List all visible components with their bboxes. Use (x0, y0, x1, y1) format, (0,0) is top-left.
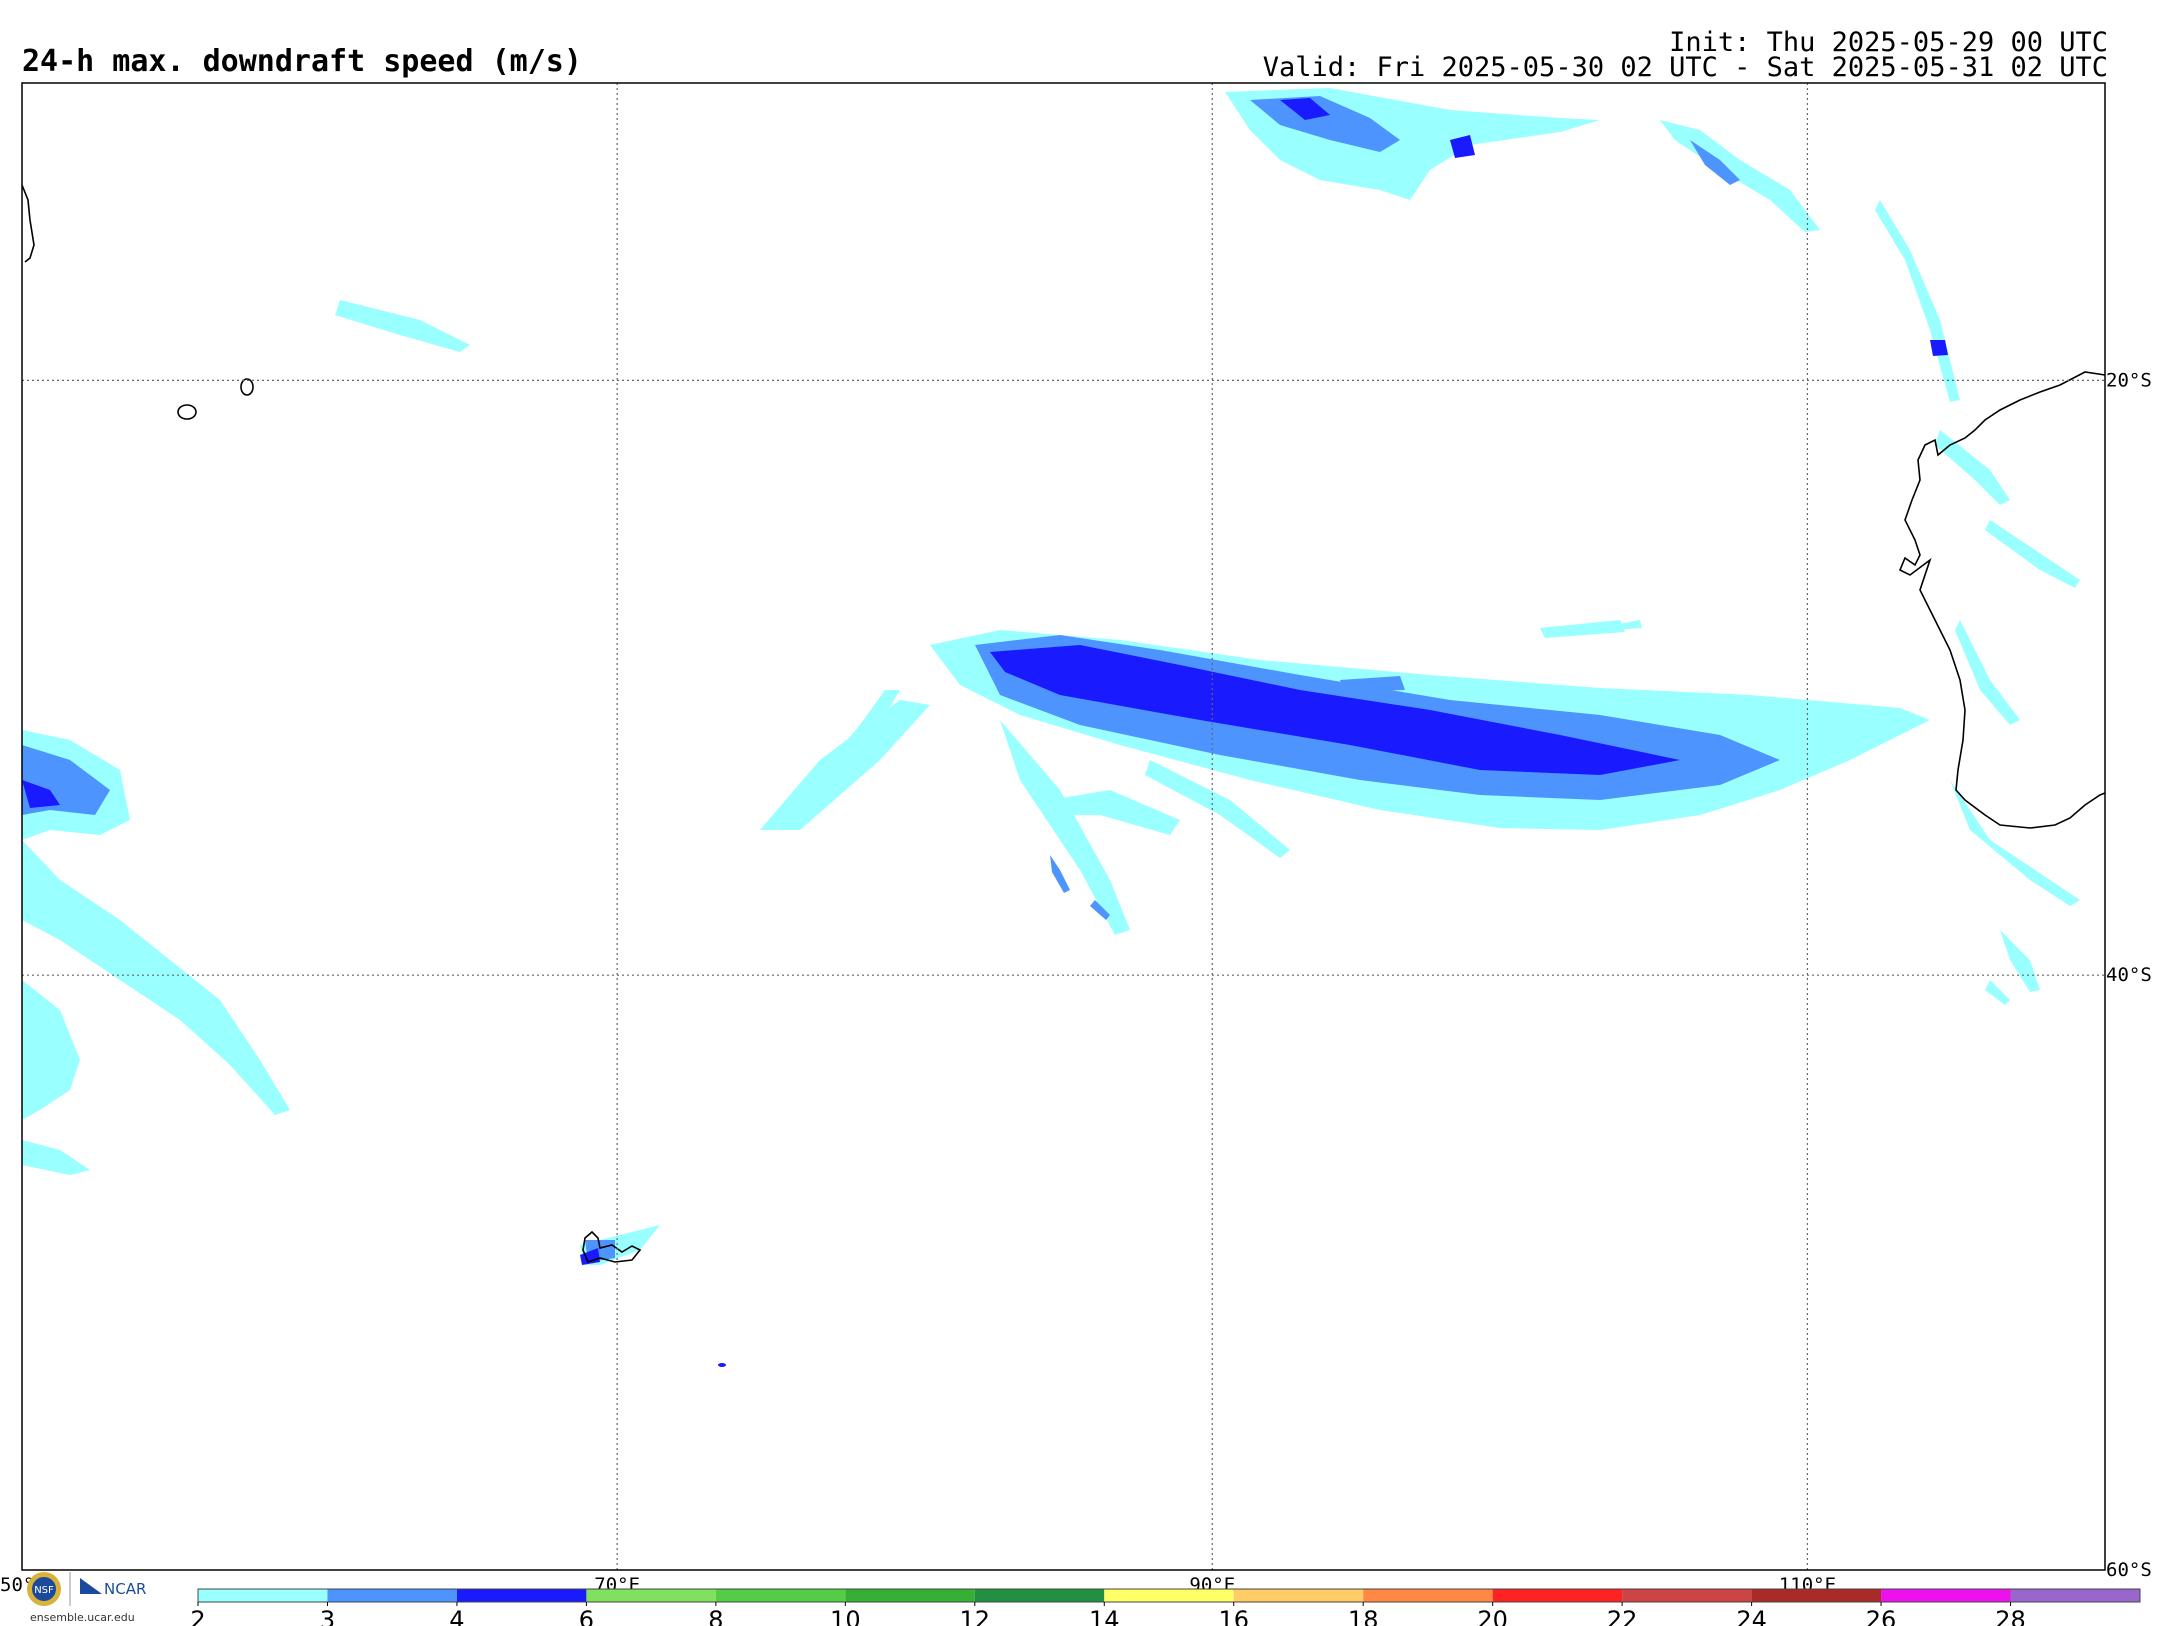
colorbar-tick-label: 8 (708, 1606, 723, 1626)
graticule (22, 83, 2105, 1570)
colorbar-swatch (327, 1589, 457, 1602)
downdraft-streaks-west (22, 300, 470, 1175)
colorbar-tick-label: 6 (579, 1606, 594, 1626)
downdraft-streaks-southwest (760, 690, 1290, 935)
colorbar-swatch (715, 1589, 846, 1602)
colorbar-tick-label: 26 (1866, 1606, 1897, 1626)
colorbar-tick-label: 10 (830, 1606, 861, 1626)
svg-text:NSF: NSF (34, 1585, 54, 1596)
latitude-label: 20°S (2106, 369, 2152, 391)
colorbar-swatch (1233, 1589, 1364, 1602)
colorbar-tick-label: 2 (190, 1606, 205, 1626)
nsf-logo: NSF (27, 1572, 61, 1606)
colorbar-swatch (586, 1589, 716, 1602)
ensemble-url: ensemble.ucar.edu (30, 1611, 135, 1624)
colorbar-tick-label: 28 (1995, 1606, 2026, 1626)
ncar-logo: NCAR (80, 1578, 146, 1598)
colorbar-tick-label: 14 (1089, 1606, 1120, 1626)
init-valid-time: Init: Thu 2025-05-29 00 UTC Valid: Fri 2… (1262, 27, 2108, 83)
colorbar-tick-label: 24 (1736, 1606, 1767, 1626)
map-title: 24-h max. downdraft speed (m/s) (22, 44, 582, 79)
colorbar-swatch (1104, 1589, 1234, 1602)
init-time: Init: Thu 2025-05-29 00 UTC (1669, 27, 2108, 58)
colorbar-swatch (1751, 1589, 1882, 1602)
colorbar-swatch (845, 1589, 975, 1602)
colorbar-tick-label: 16 (1218, 1606, 1249, 1626)
colorbar: 2 3 4 6 8 10 12 14 16 18 20 22 24 26 28 (190, 1588, 2141, 1626)
mauritius-island (240, 378, 254, 396)
colorbar-swatch (1363, 1589, 1493, 1602)
latitude-label: 60°S (2106, 1559, 2152, 1581)
downdraft-cluster-north (1225, 88, 1820, 232)
latitude-labels: 20°S 40°S 60°S (2106, 369, 2152, 1581)
colorbar-tick-label: 20 (1477, 1606, 1508, 1626)
downdraft-streaks-east (1875, 200, 2080, 1005)
colorbar-swatch (1622, 1589, 1752, 1602)
colorbar-swatch (1881, 1589, 2011, 1602)
australia-coast (1898, 371, 2106, 829)
madagascar-coast (21, 184, 35, 263)
colorbar-frame (197, 1588, 2141, 1603)
downdraft-band-central (930, 620, 1930, 830)
ncar-logo-text: NCAR (104, 1580, 146, 1598)
colorbar-swatch (2010, 1589, 2140, 1602)
kerguelen-coast (582, 1230, 642, 1263)
colorbar-tick-label: 12 (960, 1606, 991, 1626)
colorbar-swatch (198, 1589, 328, 1602)
colorbar-tick-label: 4 (449, 1606, 464, 1626)
colorbar-tick-label: 18 (1348, 1606, 1379, 1626)
map-frame (21, 82, 2106, 1571)
colorbar-swatch (1492, 1589, 1623, 1602)
colorbar-swatch (456, 1589, 587, 1602)
coastlines (21, 184, 2106, 1263)
logo-group: NSF NCAR (27, 1572, 146, 1606)
colorbar-tick-label: 22 (1607, 1606, 1638, 1626)
colorbar-tick-label: 3 (320, 1606, 335, 1626)
downdraft-kerguelen (580, 1225, 726, 1367)
precipitation-field (22, 88, 2080, 1367)
latitude-label: 40°S (2106, 964, 2152, 986)
colorbar-swatch (974, 1589, 1105, 1602)
valid-time: Valid: Fri 2025-05-30 02 UTC - Sat 2025-… (1262, 52, 2108, 83)
reunion-island (177, 404, 197, 420)
